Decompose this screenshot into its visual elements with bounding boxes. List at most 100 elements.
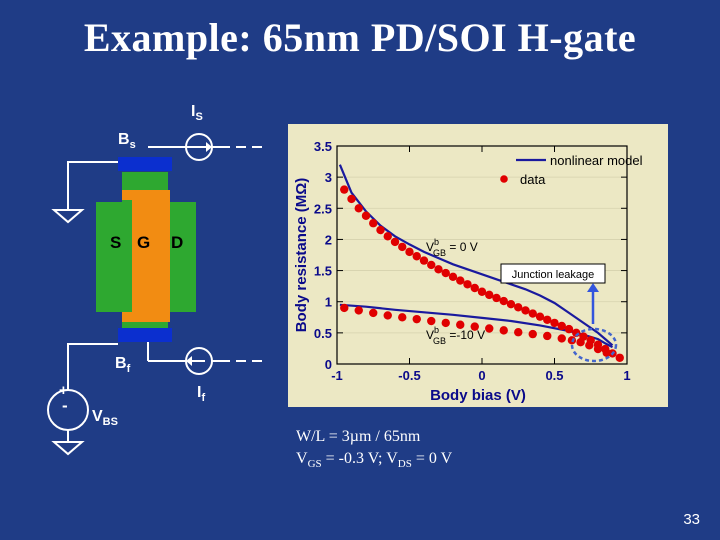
- data-point-vgb-neg10: [557, 334, 566, 343]
- data-point-vgb-0: [448, 272, 458, 281]
- y-tick-label: 2.5: [314, 201, 332, 216]
- gate-label: G: [137, 233, 151, 252]
- minus-sign: -: [62, 396, 68, 415]
- data-point-vgb-0: [347, 194, 356, 204]
- y-tick-label: 0.5: [314, 326, 332, 341]
- data-point-vgb-neg10: [485, 324, 494, 333]
- data-point-vgb-neg10: [354, 306, 363, 315]
- chart-marks: [338, 164, 624, 362]
- data-point-vgb-neg10: [398, 313, 407, 322]
- x-tick-label: 0.5: [545, 368, 563, 383]
- data-point-vgb-0: [412, 252, 421, 261]
- data-point-vgb-0: [441, 268, 450, 278]
- data-point-vgb-neg10: [383, 311, 392, 320]
- data-point-vgb-neg10: [585, 341, 594, 350]
- data-point-vgb-neg10: [593, 344, 603, 354]
- data-point-vgb-neg10: [427, 316, 436, 326]
- data-point-vgb-0: [543, 315, 552, 324]
- data-point-vgb-neg10: [470, 322, 479, 331]
- bottom-wiring: [67, 342, 262, 442]
- data-point-vgb-0: [485, 290, 494, 300]
- legend-model-label: nonlinear model: [550, 153, 643, 168]
- chart-panel: 0 0.5 1 1.5 2 2.5 3 3.5 -1 -0.5 0 0.5 1 Body bias (V…: [288, 124, 668, 407]
- y-tick-label: 3: [325, 170, 332, 185]
- data-point-vgb-0: [340, 185, 349, 194]
- lower-curve-annotation: Vb GB =-10 V: [426, 325, 485, 346]
- data-point-vgb-0: [514, 303, 523, 312]
- data-point-vgb-0: [506, 300, 516, 309]
- bottom-current-source-icon: [185, 347, 213, 375]
- data-point-vgb-0: [405, 247, 414, 257]
- data-point-vgb-0: [419, 256, 429, 265]
- data-point-vgb-0: [434, 265, 443, 274]
- x-tick-label: 0: [478, 368, 485, 383]
- bf-label: Bf: [115, 355, 131, 376]
- legend-data-swatch: [500, 175, 508, 183]
- data-point-vgb-0: [427, 260, 436, 270]
- chart-ticks: 0 0.5 1 1.5 2 2.5 3 3.5 -1 -0.5 0 0.5 1: [314, 139, 631, 383]
- top-ground-icon: [51, 209, 85, 224]
- upper-curve-annotation: Vb GB = 0 V: [426, 237, 478, 258]
- caption-bias-conditions: VGS = -0.3 V; VDS = 0 V: [296, 450, 453, 471]
- legend: nonlinear model data: [500, 153, 643, 187]
- y-tick-label: 3.5: [314, 139, 332, 154]
- y-tick-label: 1.5: [314, 264, 332, 279]
- top-wiring: [67, 146, 262, 210]
- is-label: IS: [191, 103, 203, 124]
- data-point-vgb-0: [615, 353, 624, 362]
- data-point-vgb-0: [463, 280, 472, 289]
- drain-label: D: [171, 233, 184, 252]
- leakage-highlight-circle: [570, 327, 618, 363]
- data-point-vgb-0: [361, 211, 371, 220]
- source-label: S: [110, 233, 122, 252]
- data-point-vgb-0: [456, 276, 465, 285]
- callout-text: Junction leakage: [512, 269, 595, 281]
- y-tick-label: 1: [325, 295, 332, 310]
- data-point-vgb-neg10: [576, 338, 585, 347]
- data-point-vgb-0: [470, 283, 479, 293]
- data-point-vgb-0: [354, 204, 363, 213]
- legend-data-label: data: [520, 172, 546, 187]
- data-point-vgb-neg10: [456, 320, 465, 329]
- callout-arrow-head: [587, 283, 599, 292]
- data-point-vgb-0: [535, 312, 545, 321]
- bottom-ground-icon: [51, 441, 85, 456]
- x-axis-label: Body bias (V): [430, 387, 526, 404]
- top-current-source-icon: [185, 133, 213, 161]
- x-tick-label: -1: [331, 368, 343, 383]
- model-line-vgb-0: [338, 164, 614, 347]
- y-axis-label: Body resistance (MΩ): [293, 178, 310, 333]
- data-point-vgb-neg10: [602, 348, 611, 357]
- data-point-vgb-0: [383, 232, 392, 241]
- data-point-vgb-0: [492, 293, 501, 303]
- if-label: If: [197, 384, 206, 405]
- data-point-vgb-0: [369, 219, 378, 228]
- y-tick-label: 2: [325, 232, 332, 247]
- transistor-layout: [96, 157, 196, 342]
- vbs-label: VBS: [92, 408, 118, 429]
- data-point-vgb-0: [564, 324, 574, 334]
- page-number: 33: [683, 511, 700, 528]
- data-point-vgb-neg10: [514, 328, 523, 337]
- model-line-vgb-neg10: [339, 303, 614, 349]
- data-point-vgb-0: [528, 309, 537, 318]
- data-point-vgb-0: [390, 237, 400, 247]
- x-tick-label: -0.5: [398, 368, 420, 383]
- data-point-vgb-0: [398, 242, 407, 252]
- data-point-vgb-0: [521, 306, 530, 315]
- callout-box: [500, 263, 606, 284]
- data-point-vgb-neg10: [528, 329, 537, 339]
- h-gate-device-schematic: [47, 133, 262, 456]
- data-point-vgb-0: [499, 296, 508, 306]
- body-resistance-chart: 0 0.5 1 1.5 2 2.5 3 3.5 -1 -0.5 0 0.5 1 Body bias (V…: [293, 139, 643, 404]
- y-tick-label: 0: [325, 357, 332, 372]
- data-point-vgb-neg10: [543, 331, 552, 341]
- bs-label: Bs: [118, 131, 136, 152]
- junction-leakage-callout: Junction leakage: [500, 263, 618, 363]
- data-point-vgb-neg10: [499, 326, 508, 335]
- caption-dimensions: W/L = 3µm / 65nm: [296, 428, 421, 445]
- plus-sign: +: [59, 382, 68, 399]
- data-point-vgb-neg10: [369, 308, 378, 318]
- data-point-vgb-neg10: [412, 314, 421, 324]
- voltage-source-icon: [47, 389, 89, 431]
